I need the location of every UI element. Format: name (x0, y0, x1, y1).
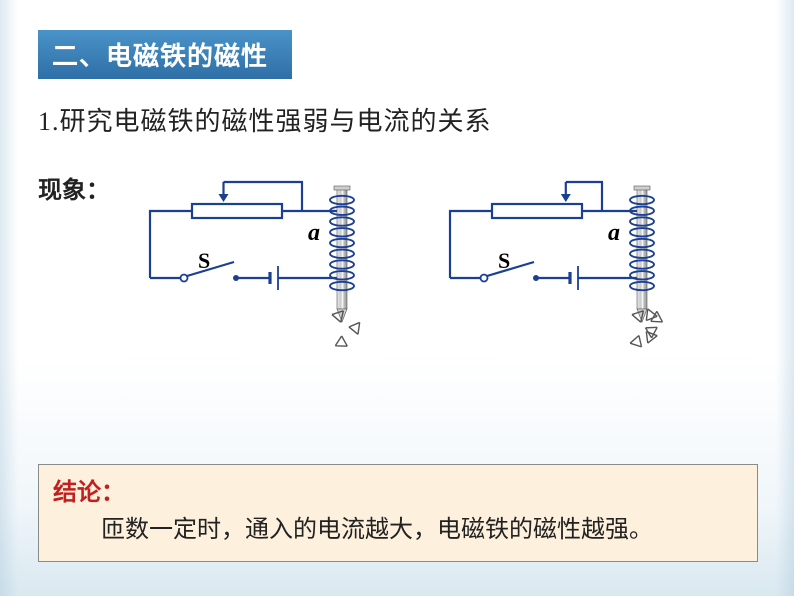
switch-label-right: S (498, 248, 510, 274)
circuit-right: a S (432, 160, 692, 355)
subtitle: 1.研究电磁铁的磁性强弱与电流的关系 (38, 101, 762, 138)
coil-label-right: a (608, 220, 620, 247)
section-header: 二、电磁铁的磁性 (38, 30, 292, 79)
switch-label-left: S (198, 248, 210, 274)
phenomenon-row: 现象： a S a S (38, 160, 762, 355)
circuit-diagrams: a S a S (132, 160, 692, 355)
slide-content: 二、电磁铁的磁性 1.研究电磁铁的磁性强弱与电流的关系 现象： a S a S … (0, 0, 794, 596)
conclusion-title: 结论： (53, 480, 125, 506)
conclusion-body: 匝数一定时，通入的电流越大，电磁铁的磁性越强。 (53, 512, 743, 549)
conclusion-box: 结论： 匝数一定时，通入的电流越大，电磁铁的磁性越强。 (38, 464, 758, 562)
circuit-left-svg (132, 160, 392, 350)
coil-label-left: a (308, 220, 320, 247)
phenomenon-label: 现象： (38, 170, 126, 205)
circuit-right-svg (432, 160, 692, 350)
circuit-left: a S (132, 160, 392, 355)
